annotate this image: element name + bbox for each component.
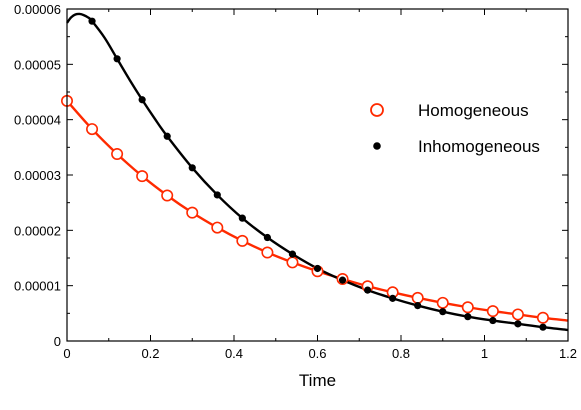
data-point [186, 206, 199, 219]
y-tick-label: 0.00001 [14, 279, 61, 294]
data-point [161, 189, 174, 202]
y-tick-label: 0.00004 [14, 113, 61, 128]
data-point [236, 234, 249, 247]
x-tick-label: 1 [481, 346, 488, 361]
y-tick-label: 0.00003 [14, 168, 61, 183]
x-tick-label: 1.2 [559, 346, 577, 361]
x-tick-label: 0.6 [308, 346, 326, 361]
data-point [464, 313, 472, 321]
data-point [286, 256, 299, 269]
plot-background [67, 9, 568, 341]
data-point [213, 191, 221, 199]
x-tick-label: 0 [63, 346, 70, 361]
data-point [88, 17, 96, 25]
data-point [238, 214, 246, 222]
data-point [411, 291, 424, 304]
data-point [136, 170, 149, 183]
data-point [536, 311, 549, 324]
data-point [511, 308, 524, 321]
data-point [338, 276, 347, 284]
x-axis-title: Time [299, 371, 336, 390]
data-point [211, 221, 224, 234]
legend-label-0: Homogeneous [418, 101, 529, 120]
data-point [436, 296, 449, 309]
data-point [364, 286, 372, 294]
y-tick-label: 0.00005 [14, 57, 61, 72]
data-point [288, 250, 297, 258]
legend-symbol-1 [373, 142, 381, 150]
legend-symbol-0 [370, 103, 384, 117]
legend: Homogeneous Inhomogeneous [370, 101, 540, 156]
x-tick-label: 0.4 [225, 346, 243, 361]
data-point [163, 132, 171, 140]
data-point [138, 96, 146, 104]
data-point [489, 316, 497, 325]
legend-label-1: Inhomogeneous [418, 137, 540, 156]
data-point [486, 305, 499, 318]
data-point [389, 294, 397, 302]
data-point [539, 323, 547, 331]
data-point [514, 320, 522, 328]
data-point [113, 55, 121, 63]
data-point [414, 301, 422, 310]
x-tick-label: 0.2 [141, 346, 159, 361]
ticks-layer: 0 0.2 0.4 0.6 0.8 1 1.2 0 0.00001 0.00002 0.00003 0… [14, 2, 577, 361]
data-point [188, 164, 196, 172]
data-point [111, 147, 124, 160]
y-tick-label: 0 [54, 334, 61, 349]
data-point [313, 264, 322, 273]
x-tick-label: 0.8 [392, 346, 410, 361]
data-point [86, 123, 99, 136]
data-point [439, 308, 447, 316]
data-point [263, 233, 271, 242]
y-tick-label: 0.00002 [14, 223, 61, 238]
y-tick-label: 0.00006 [14, 2, 61, 17]
data-point [261, 246, 274, 259]
data-point [461, 301, 474, 314]
